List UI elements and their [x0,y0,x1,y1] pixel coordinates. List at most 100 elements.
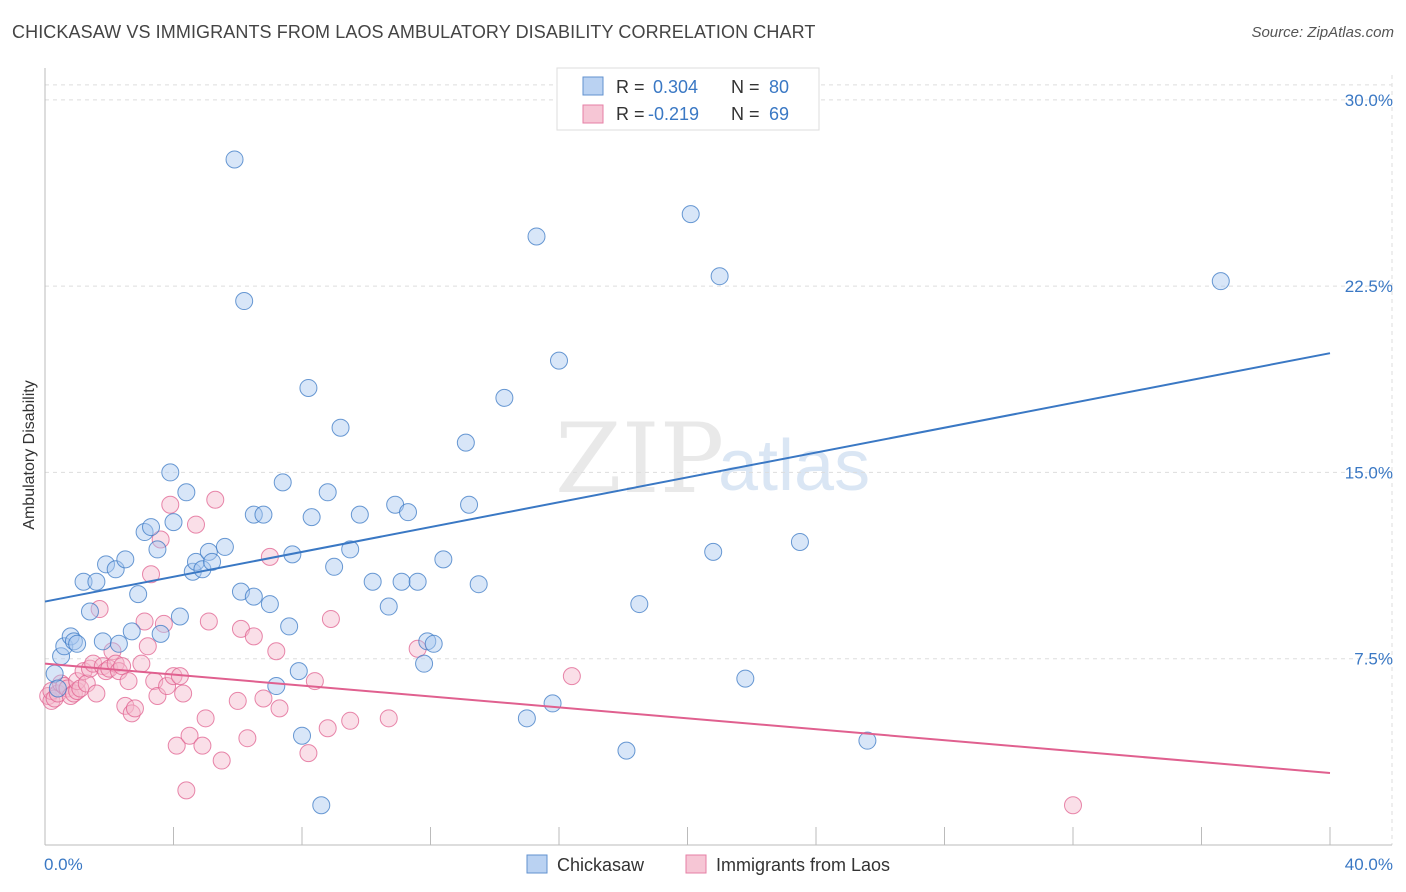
legend-r-label-1: R = [616,77,645,97]
bottom-legend-swatch-laos [685,854,707,874]
chickasaw-point [325,557,344,576]
series-legend: Chickasaw Immigrants from Laos [526,854,890,875]
legend-r-value-1: 0.304 [653,77,698,97]
bottom-legend-swatch-chickasaw [526,854,548,874]
laos-point [321,609,340,628]
chickasaw-point [273,473,292,492]
laos-point [132,654,151,673]
laos-point [318,719,337,738]
chickasaw-point [710,267,729,286]
laos-point [186,515,205,534]
laos-point [379,709,398,728]
chickasaw-point [177,483,196,502]
chickasaw-point [399,503,418,522]
chickasaw-point [164,513,183,532]
legend-n-label-1: N = [731,77,760,97]
chickasaw-point [129,585,148,604]
legend-n-label-2: N = [731,104,760,124]
laos-point [193,736,212,755]
chickasaw-point [379,597,398,616]
laos-point [119,672,138,691]
chickasaw-point [331,418,350,437]
chickasaw-point [48,679,67,698]
chickasaw-point [80,602,99,621]
y-axis-label: Ambulatory Disability [21,380,38,529]
laos-point [154,614,173,633]
chickasaw-point [87,572,106,591]
bottom-legend-chickasaw: Chickasaw [557,855,645,875]
chickasaw-point [61,627,80,646]
chickasaw-point [550,351,568,370]
laos-point [151,530,170,549]
laos-point [148,686,167,705]
y-tick-label-7-5: 7.5% [1354,650,1393,669]
chickasaw-point [142,518,161,537]
laos-point [238,729,257,748]
laos-point [161,495,180,514]
laos-point [244,627,263,646]
chickasaw-point [74,572,93,591]
chickasaw-point [858,731,877,750]
chickasaw-point [199,542,218,561]
chickasaw-point [244,587,263,606]
series-laos-points [39,490,1082,815]
stats-legend: R = 0.304 N = 80 R = -0.219 N = 69 [556,67,820,131]
watermark: ZIP atlas [555,403,870,515]
chickasaw-point [460,495,479,514]
chickasaw-point [392,572,411,591]
chickasaw-point [235,292,254,311]
laos-point [122,704,141,723]
chickasaw-point [543,694,562,713]
chickasaw-point [1211,272,1230,291]
chickasaw-point [302,508,321,527]
chickasaw-point [408,572,427,591]
chickasaw-point [363,572,382,591]
laos-point [196,709,215,728]
watermark-atlas: atlas [718,426,870,506]
chickasaw-trend-line [44,352,1331,603]
chickasaw-point [161,463,180,482]
chickasaw-point [68,634,87,653]
chickasaw-point [341,540,360,559]
laos-point [68,682,87,700]
chickasaw-point [225,150,244,169]
laos-point [87,684,106,703]
chickasaw-point [267,677,286,696]
chickasaw-point [434,550,453,569]
x-tick-label-min: 0.0% [44,855,83,874]
chickasaw-point [517,709,536,728]
series-chickasaw-points [45,98,1230,815]
chickasaw-point [299,378,318,397]
chickasaw-point [736,669,755,688]
legend-n-value-1: 80 [769,77,789,97]
legend-swatch-chickasaw [582,76,604,96]
chickasaw-point [415,654,434,673]
watermark-zip: ZIP [555,403,724,515]
bottom-legend-laos: Immigrants from Laos [716,855,890,875]
laos-point [341,711,360,730]
chickasaw-point [97,555,116,574]
legend-n-value-2: 69 [769,104,789,124]
chickasaw-point [424,634,443,653]
laos-point [199,612,218,631]
chickasaw-point [254,505,273,524]
laos-point [1064,796,1082,815]
chickasaw-point [293,726,311,745]
chickasaw-point [215,537,234,556]
chickasaw-point [109,634,128,653]
legend-swatch-laos [582,104,604,124]
chickasaw-point [116,550,135,569]
laos-point [138,637,157,656]
laos-trend-line [44,662,1331,774]
laos-point [267,642,286,661]
laos-point [408,639,427,658]
laos-point [174,684,193,703]
chart-title: CHICKASAW VS IMMIGRANTS FROM LAOS AMBULA… [12,22,816,42]
chickasaw-point [280,617,299,636]
chickasaw-point [260,595,279,614]
laos-point [97,662,116,681]
laos-point [77,674,96,693]
chickasaw-point [93,632,112,651]
trend-lines [44,352,1331,774]
chickasaw-point [318,483,337,502]
